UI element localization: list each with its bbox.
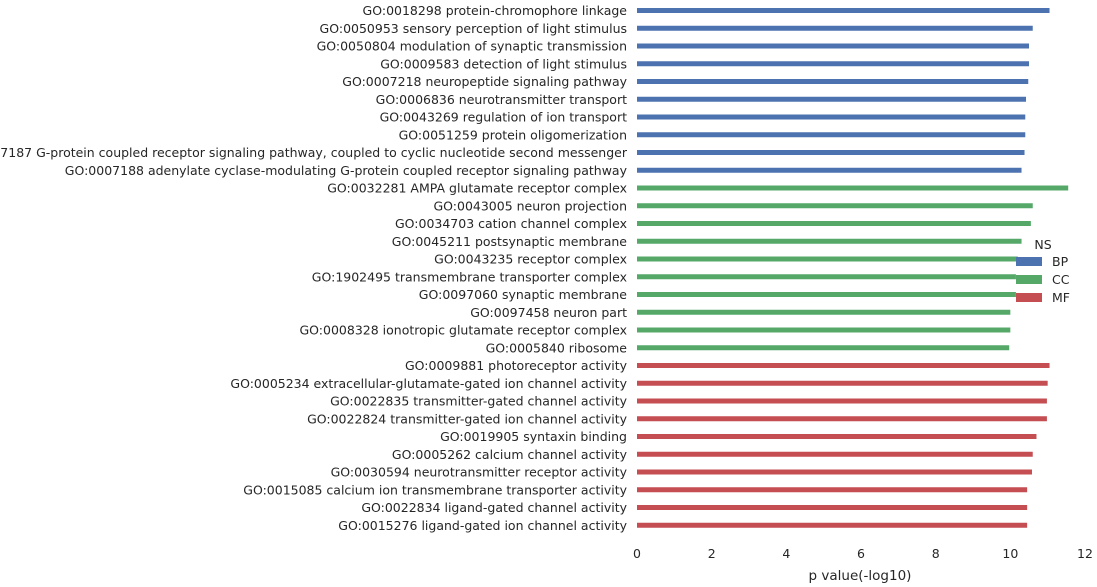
category-label: GO:0022834 ligand-gated channel activity [361, 500, 627, 515]
x-tick-label: 8 [932, 546, 940, 561]
category-label: GO:0015085 calcium ion transmembrane tra… [243, 482, 627, 497]
bar-cc [637, 309, 1011, 315]
category-label: GO:0097458 neuron part [470, 305, 627, 320]
category-label: GO:0043235 receptor complex [434, 252, 627, 267]
category-label: GO:1902495 transmembrane transporter com… [312, 269, 627, 284]
bar-mf [637, 451, 1033, 457]
x-axis-title: p value(-log10) [809, 568, 912, 584]
category-label: GO:0006836 neurotransmitter transport [376, 92, 627, 107]
bar-cc [637, 274, 1016, 280]
category-label: GO:0007188 adenylate cyclase-modulating … [65, 163, 628, 178]
bar-cc [637, 345, 1010, 351]
category-label: GO:0009583 detection of light stimulus [380, 56, 627, 71]
bar-cc [637, 327, 1011, 333]
bars-layer [637, 8, 1069, 528]
bar-bp [637, 61, 1029, 67]
legend-entries: BP CC MF [1016, 254, 1070, 305]
x-tick-label: 10 [1002, 546, 1018, 561]
category-label: GO:0034703 cation channel complex [395, 216, 627, 231]
bar-cc [637, 221, 1031, 226]
bar-cc [637, 292, 1016, 297]
bar-bp [637, 96, 1027, 102]
bar-bp [637, 25, 1033, 31]
bar-bp [637, 79, 1029, 84]
x-tick-label: 2 [708, 546, 716, 561]
category-labels-layer: GO:0018298 protein-chromophore linkage GO… [0, 3, 628, 533]
legend-label-cc: CC [1052, 272, 1070, 287]
category-label: GO:0051259 protein oligomerization [399, 127, 627, 142]
x-tick-label: 4 [782, 546, 790, 561]
category-label: GO:0009881 photoreceptor activity [405, 358, 628, 373]
bar-mf [637, 469, 1032, 475]
legend-label-bp: BP [1052, 254, 1069, 269]
category-label: GO:0050804 modulation of synaptic transm… [317, 39, 627, 54]
category-label: GO:0032281 AMPA glutamate receptor compl… [327, 181, 627, 196]
bar-mf [637, 487, 1028, 493]
legend-swatch-cc [1016, 275, 1042, 284]
legend-swatch-mf [1016, 293, 1042, 302]
bar-mf [637, 522, 1028, 528]
bar-mf [637, 505, 1028, 510]
category-label: GO:0015276 ligand-gated ion channel acti… [338, 518, 627, 533]
legend-label-mf: MF [1052, 290, 1070, 305]
x-tick-label: 12 [1077, 546, 1093, 561]
category-label: GO:0022835 transmitter-gated channel act… [330, 394, 627, 409]
category-label: GO:0043269 regulation of ion transport [380, 110, 628, 125]
bar-bp [637, 8, 1050, 13]
bar-bp [637, 114, 1026, 120]
bar-bp [637, 150, 1025, 155]
category-label: GO:0005234 extracellular-glutamate-gated… [230, 376, 627, 391]
bar-bp [637, 167, 1022, 173]
category-label: GO:0050953 sensory perception of light s… [320, 21, 627, 36]
bar-mf [637, 380, 1048, 386]
bar-cc [637, 238, 1022, 244]
category-label: GO:0022824 transmitter-gated ion channel… [307, 411, 628, 426]
legend-swatch-bp [1016, 257, 1042, 266]
bar-bp [637, 43, 1029, 49]
bar-cc [637, 203, 1033, 209]
bar-cc [637, 185, 1069, 191]
category-label: GO:0043005 neuron projection [433, 198, 627, 213]
category-label: GO:0005262 calcium channel activity [392, 447, 628, 462]
category-label: GO:0018298 protein-chromophore linkage [363, 3, 628, 18]
legend-title: NS [1034, 237, 1051, 252]
category-label: GO:0005840 ribosome [486, 340, 628, 355]
bar-bp [637, 132, 1026, 138]
legend: NS BP CC MF [1016, 237, 1070, 305]
category-label: GO:0019905 syntaxin binding [440, 429, 627, 444]
category-label: GO:0007187 G-protein coupled receptor si… [0, 145, 628, 160]
bar-cc [637, 256, 1018, 262]
category-label: GO:0097060 synaptic membrane [419, 287, 628, 302]
bar-mf [637, 363, 1050, 368]
category-label: GO:0008328 ionotropic glutamate receptor… [300, 323, 628, 338]
category-label: GO:0030594 neurotransmitter receptor act… [331, 465, 628, 480]
x-tick-label: 6 [857, 546, 865, 561]
bar-mf [637, 398, 1047, 404]
x-axis: 0 2 4 6 8 10 12 [633, 546, 1093, 561]
bar-mf [637, 416, 1047, 422]
bar-mf [637, 434, 1037, 439]
x-tick-label: 0 [633, 546, 641, 561]
category-label: GO:0007218 neuropeptide signaling pathwa… [342, 74, 627, 89]
category-label: GO:0045211 postsynaptic membrane [392, 234, 628, 249]
